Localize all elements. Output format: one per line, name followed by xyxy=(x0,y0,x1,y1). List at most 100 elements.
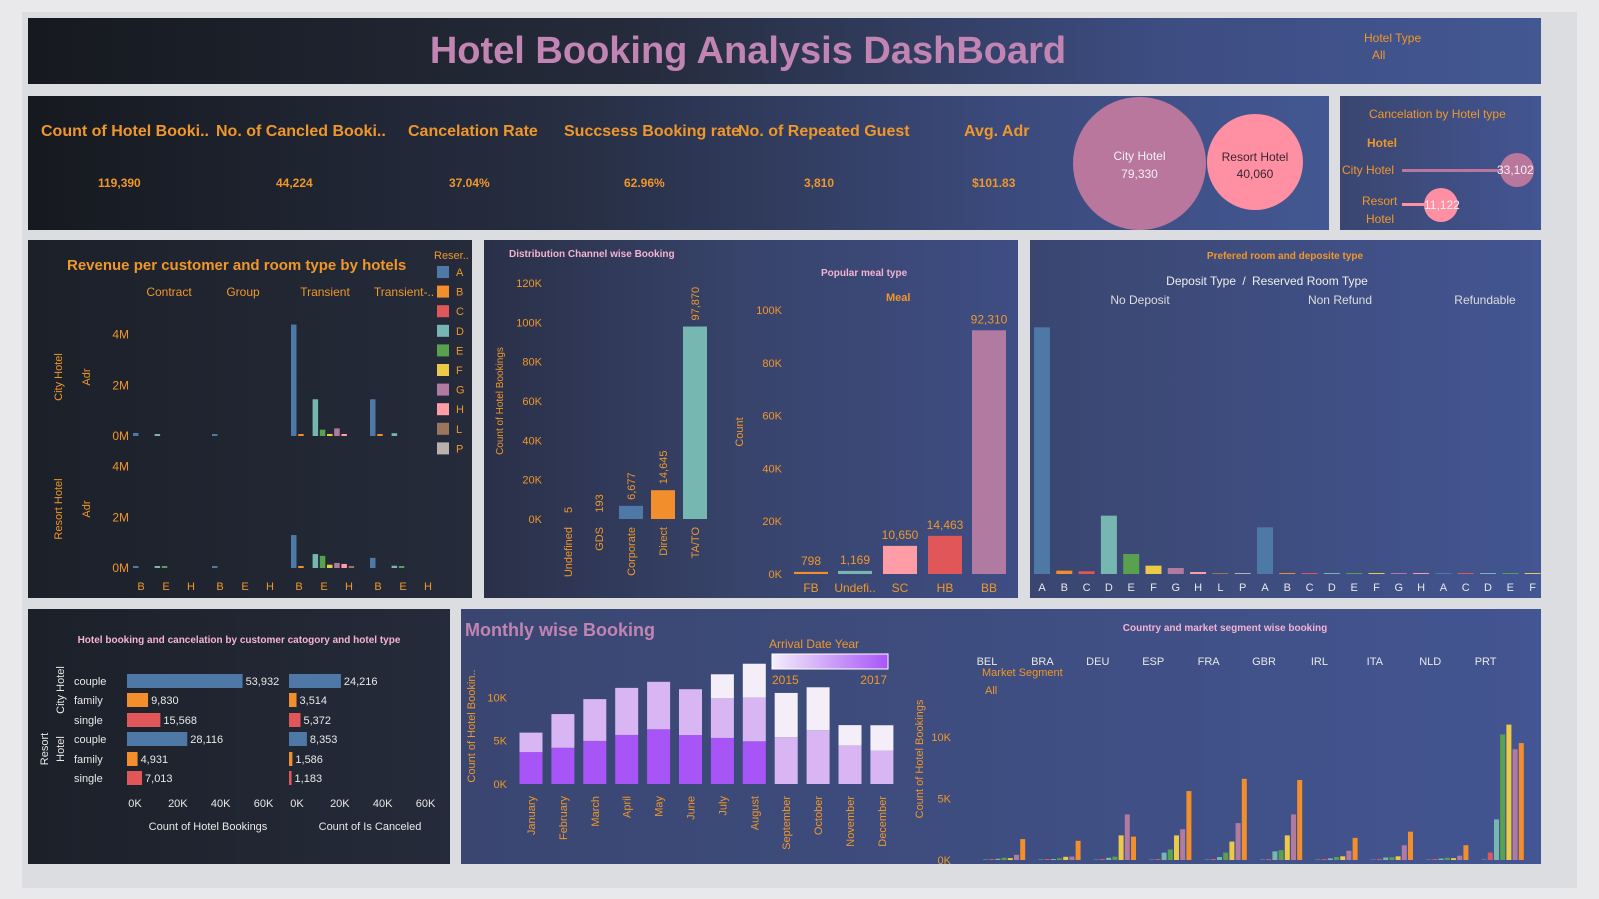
bar xyxy=(972,330,1006,574)
legend-swatch xyxy=(437,442,449,455)
bar xyxy=(1210,859,1216,860)
column-header: Transient xyxy=(300,285,350,299)
bar xyxy=(1167,849,1173,860)
bar xyxy=(1212,573,1229,574)
bar xyxy=(1069,856,1075,860)
bar xyxy=(1063,856,1069,860)
axis-label: Adr xyxy=(81,368,93,385)
bar xyxy=(1229,841,1235,860)
bar xyxy=(398,566,405,568)
lollipop-dot-city[interactable] xyxy=(1500,153,1534,187)
bar xyxy=(1481,858,1487,860)
chart-title: Country and market segment wise booking xyxy=(1123,623,1327,634)
bar xyxy=(1334,857,1339,860)
tick-label: E xyxy=(1128,582,1135,594)
tick-label: GDS xyxy=(594,527,606,551)
bar xyxy=(774,737,798,784)
row-label: City Hotel xyxy=(53,353,65,401)
data-label: 1,169 xyxy=(840,553,870,567)
column-header: Contract xyxy=(146,285,192,299)
tick-label: C xyxy=(1306,582,1314,594)
bar xyxy=(327,433,333,436)
tick-label: 80K xyxy=(762,358,782,370)
bar xyxy=(1301,573,1318,574)
data-label: 4,931 xyxy=(141,754,169,766)
tick-label: F xyxy=(1150,582,1157,594)
bar xyxy=(377,434,383,436)
column-header: NLD xyxy=(1419,656,1441,668)
bar xyxy=(742,663,766,698)
data-label: 1,183 xyxy=(295,773,323,785)
bar xyxy=(1395,856,1401,860)
tick-label: 40K xyxy=(522,435,542,447)
group-header: No Deposit xyxy=(1110,293,1170,307)
bar xyxy=(319,429,326,436)
bar xyxy=(1124,814,1130,860)
revenue-panel: Revenue per customer and room type by ho… xyxy=(28,240,472,598)
lollipop-dot-resort[interactable] xyxy=(1424,188,1458,222)
bar xyxy=(1321,859,1327,860)
bar xyxy=(1377,859,1382,860)
bar xyxy=(127,771,143,785)
bar xyxy=(291,324,297,436)
data-label: 7,013 xyxy=(145,773,173,785)
tick-label: FB xyxy=(803,581,818,595)
bar xyxy=(1480,573,1496,574)
bar xyxy=(1278,850,1284,860)
tick-label: October xyxy=(813,796,825,835)
bar xyxy=(742,697,766,742)
bar xyxy=(1451,858,1456,860)
bar xyxy=(1057,858,1062,860)
legend-label: A xyxy=(456,267,464,279)
column-header: Transient-.. xyxy=(374,285,434,299)
tick-label: 80K xyxy=(522,357,542,369)
bar xyxy=(1131,836,1136,860)
chart-title: Hotel booking and cancelation by custome… xyxy=(78,635,401,646)
bar xyxy=(312,399,319,436)
bubble-city-hotel[interactable]: City Hotel 79,330 xyxy=(1073,97,1206,230)
kpi-label: No. of Cancled Booki.. xyxy=(216,123,386,140)
bar xyxy=(289,732,307,746)
bar xyxy=(742,741,766,784)
legend-label: L xyxy=(456,424,462,436)
bubble-label: City Hotel xyxy=(1113,149,1166,163)
bar xyxy=(1118,835,1124,860)
bar xyxy=(1512,749,1518,860)
tick-label: December xyxy=(877,796,889,847)
bar xyxy=(1241,778,1247,860)
tick-label: A xyxy=(1261,582,1269,594)
column-header: GBR xyxy=(1252,656,1276,668)
bar xyxy=(298,434,304,436)
legend-swatch xyxy=(437,422,449,435)
legend-swatch xyxy=(437,344,449,357)
data-label: 193 xyxy=(594,494,606,512)
bar xyxy=(212,566,218,568)
row-group-label: City Hotel xyxy=(55,666,67,714)
tick-label: 20K xyxy=(762,516,782,528)
tick-label: E xyxy=(241,581,248,593)
tick-label: April xyxy=(622,796,634,818)
tick-label: 4M xyxy=(112,328,129,342)
bar xyxy=(710,737,734,784)
tick-label: B xyxy=(137,581,144,593)
bar xyxy=(1257,527,1273,574)
legend-label: H xyxy=(456,404,464,416)
bar xyxy=(291,535,297,568)
room-deposit-panel: Prefered room and deposite type Deposit T… xyxy=(1030,240,1541,598)
bar xyxy=(551,714,575,748)
tick-label: G xyxy=(1395,582,1404,594)
tick-label: 0K xyxy=(938,855,952,864)
row-label: family xyxy=(74,695,103,707)
chart-title: Prefered room and deposite type xyxy=(1207,251,1364,262)
bar xyxy=(1093,859,1099,860)
hotel-type-filter-label: Hotel Type xyxy=(1364,31,1422,45)
header-bar: Hotel Booking Analysis DashBoard Hotel T… xyxy=(28,18,1541,84)
bubble-resort-hotel[interactable]: Resort Hotel 40,060 xyxy=(1207,114,1303,210)
hotel-type-filter-value[interactable]: All xyxy=(1372,48,1386,62)
bar xyxy=(870,725,894,751)
lollipop-value-resort: 11,122 xyxy=(1424,198,1460,212)
bar xyxy=(127,713,161,727)
bar xyxy=(334,562,340,568)
legend-title: Reser.. xyxy=(434,250,469,262)
legend-swatch xyxy=(437,364,449,376)
